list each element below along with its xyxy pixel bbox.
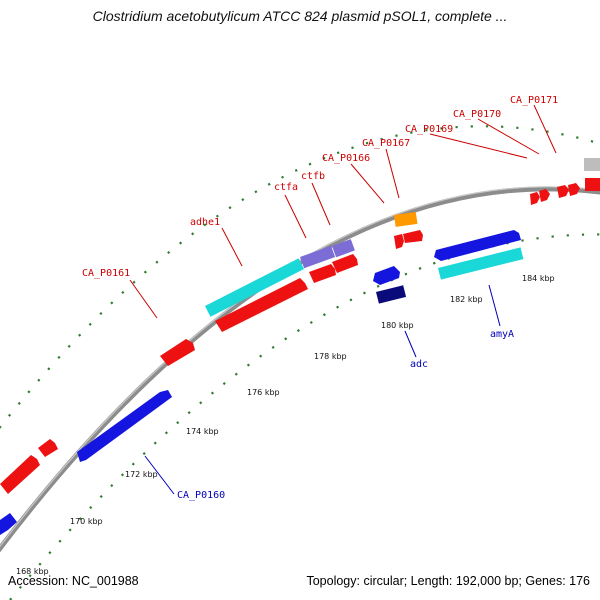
gene-arrow-red[interactable] — [332, 254, 358, 273]
label-ca-p0161[interactable]: CA_P0161 — [82, 268, 130, 279]
gene-arrow-blue[interactable] — [434, 230, 521, 261]
topology-summary: Topology: circular; Length: 192,000 bp; … — [306, 574, 590, 588]
label-ctfb[interactable]: ctfb — [301, 171, 325, 182]
gene-arrow-ca-p0171[interactable] — [557, 185, 569, 198]
gene-arrow-ca-p0169[interactable] — [530, 192, 540, 205]
gene-block-gray[interactable] — [584, 158, 600, 171]
label-ca-p0167[interactable]: CA_P0167 — [362, 138, 410, 149]
scale-label-178kbp: 178 kbp — [314, 352, 347, 361]
gene-block-ca-p0166[interactable] — [394, 211, 418, 227]
gene-arrow-red[interactable] — [0, 455, 40, 494]
gene-arrow-red[interactable] — [568, 183, 580, 196]
gene-block-red[interactable] — [585, 178, 600, 191]
label-amya[interactable]: amyA — [490, 329, 514, 340]
reverse-label-leaders — [144, 284, 501, 495]
label-ca-p0166[interactable]: CA_P0166 — [322, 153, 370, 164]
label-ctfa[interactable]: ctfa — [274, 182, 298, 193]
gene-arrow-blue[interactable] — [373, 266, 400, 285]
label-ca-p0169[interactable]: CA_P0169 — [405, 124, 453, 135]
gene-arrow-ca-p0161[interactable] — [160, 339, 195, 366]
scale-label-184kbp: 184 kbp — [522, 274, 555, 283]
gene-arrow-red[interactable] — [38, 439, 58, 457]
map-title: Clostridium acetobutylicum ATCC 824 plas… — [92, 8, 508, 24]
scale-label-172kbp: 172 kbp — [125, 470, 158, 479]
gene-block-adhe1[interactable] — [205, 258, 305, 317]
outer-tick-ring — [0, 125, 600, 430]
scale-label-182kbp: 182 kbp — [450, 295, 483, 304]
scale-label-180kbp: 180 kbp — [381, 321, 414, 330]
gene-block-ctfb[interactable] — [332, 239, 355, 258]
label-adhe1[interactable]: adhe1 — [190, 217, 220, 228]
label-ca-p0170[interactable]: CA_P0170 — [453, 109, 501, 120]
gene-block-ctfa[interactable] — [300, 245, 336, 269]
gene-arrow-red[interactable] — [309, 264, 336, 283]
gene-arrow-ca-p0160[interactable] — [77, 390, 172, 462]
scale-label-176kbp: 176 kbp — [247, 388, 280, 397]
gene-arrow-ca-p0170[interactable] — [539, 189, 550, 202]
gene-block-adc[interactable] — [376, 285, 407, 304]
scale-label-174kbp: 174 kbp — [186, 427, 219, 436]
gene-arrow-red[interactable] — [403, 230, 423, 243]
label-ca-p0171[interactable]: CA_P0171 — [510, 95, 558, 106]
scale-label-168kbp: 168 kbp — [16, 567, 49, 576]
scale-label-170kbp: 170 kbp — [70, 517, 103, 526]
label-adc[interactable]: adc — [410, 359, 428, 370]
gene-block-amya[interactable] — [438, 247, 524, 280]
forward-label-leaders — [129, 104, 557, 319]
label-ca-p0160[interactable]: CA_P0160 — [177, 490, 225, 501]
backbone-highlight — [0, 186, 600, 548]
gene-arrow-ca-p0167[interactable] — [394, 234, 404, 249]
accession-text: Accession: NC_001988 — [8, 574, 139, 588]
gene-arrow-red[interactable] — [215, 278, 308, 332]
gene-arrow-blue[interactable] — [0, 513, 17, 535]
